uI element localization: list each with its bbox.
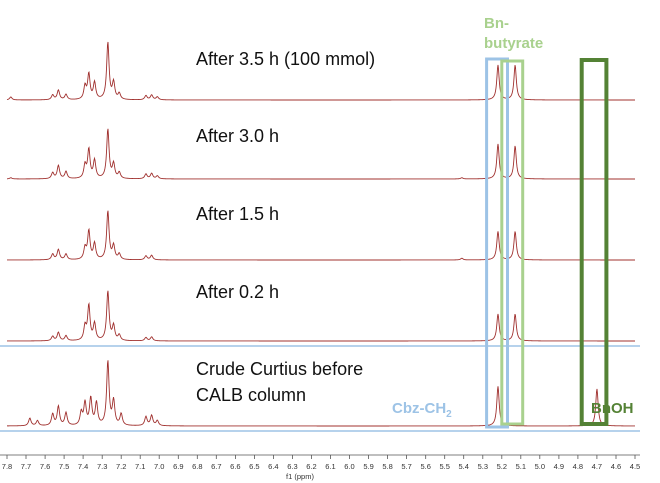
spectrum-trace-4 <box>7 290 635 342</box>
x-tick-label-8: 7.0 <box>154 462 164 471</box>
x-tick-label-1: 7.7 <box>21 462 31 471</box>
spectrum-trace-1 <box>6 41 635 101</box>
x-axis-title: f1 (ppm) <box>286 472 314 481</box>
x-tick-label-21: 5.7 <box>401 462 411 471</box>
bnoh-label: BnOH <box>591 400 634 417</box>
x-tick-label-26: 5.2 <box>497 462 507 471</box>
highlight-labels: Cbz-CH2 Bn- butyrate BnOH <box>392 15 634 420</box>
trace-labels: After 3.5 h (100 mmol) After 3.0 h After… <box>196 49 375 405</box>
x-tick-label-11: 6.7 <box>211 462 221 471</box>
highlight-box-1 <box>485 57 510 429</box>
x-tick-label-27: 5.1 <box>516 462 526 471</box>
x-tick-label-6: 7.2 <box>116 462 126 471</box>
x-tick-label-20: 5.8 <box>382 462 392 471</box>
x-tick-label-33: 4.5 <box>630 462 640 471</box>
x-tick-label-23: 5.5 <box>439 462 449 471</box>
x-tick-label-2: 7.6 <box>40 462 50 471</box>
x-tick-label-3: 7.5 <box>59 462 69 471</box>
x-tick-label-12: 6.6 <box>230 462 240 471</box>
trace-separator-lines <box>0 345 640 432</box>
x-tick-label-19: 5.9 <box>363 462 373 471</box>
bn-butyrate-label: Bn- butyrate <box>484 15 543 52</box>
x-tick-label-15: 6.3 <box>287 462 297 471</box>
x-tick-label-5: 7.3 <box>97 462 107 471</box>
bn-butyrate-label-line2: butyrate <box>484 35 543 52</box>
x-tick-label-9: 6.9 <box>173 462 183 471</box>
x-tick-label-32: 4.6 <box>611 462 621 471</box>
x-tick-label-7: 7.1 <box>135 462 145 471</box>
trace-label-5-line1: Crude Curtius before <box>196 359 363 379</box>
spectrum-trace-2 <box>6 128 635 180</box>
spectrum-traces <box>6 41 635 427</box>
x-tick-label-4: 7.4 <box>78 462 88 471</box>
x-tick-label-29: 4.9 <box>554 462 564 471</box>
x-tick-label-13: 6.5 <box>249 462 259 471</box>
trace-label-3: After 1.5 h <box>196 204 279 224</box>
x-tick-label-14: 6.4 <box>268 462 278 471</box>
trace-label-2: After 3.0 h <box>196 126 279 146</box>
trace-label-4: After 0.2 h <box>196 282 279 302</box>
highlight-box-2 <box>500 59 525 426</box>
x-tick-label-31: 4.7 <box>592 462 602 471</box>
trace-label-1: After 3.5 h (100 mmol) <box>196 49 375 69</box>
x-tick-label-22: 5.6 <box>420 462 430 471</box>
spectrum-trace-3 <box>7 210 635 261</box>
x-tick-label-16: 6.2 <box>306 462 316 471</box>
x-tick-label-24: 5.4 <box>458 462 468 471</box>
x-tick-label-30: 4.8 <box>573 462 583 471</box>
x-tick-label-18: 6.0 <box>344 462 354 471</box>
x-tick-label-17: 6.1 <box>325 462 335 471</box>
trace-label-5-line2: CALB column <box>196 385 306 405</box>
x-tick-label-28: 5.0 <box>535 462 545 471</box>
x-tick-label-0: 7.8 <box>2 462 12 471</box>
peak-highlight-boxes <box>485 57 609 429</box>
x-axis: 7.8 7.7 7.6 7.5 7.4 7.3 7.2 7.1 7.0 6.9 6.8 6.7 6.6 6… <box>0 454 640 471</box>
cbz-ch2-label: Cbz-CH2 <box>392 400 452 420</box>
bn-butyrate-label-line1: Bn- <box>484 15 509 32</box>
x-tick-label-25: 5.3 <box>478 462 488 471</box>
cbz-ch2-subscript: 2 <box>446 409 452 420</box>
x-tick-label-10: 6.8 <box>192 462 202 471</box>
spectrum-trace-5 <box>6 360 635 427</box>
trace-label-5: Crude Curtius before CALB column <box>196 359 368 405</box>
highlight-box-3 <box>579 58 609 426</box>
